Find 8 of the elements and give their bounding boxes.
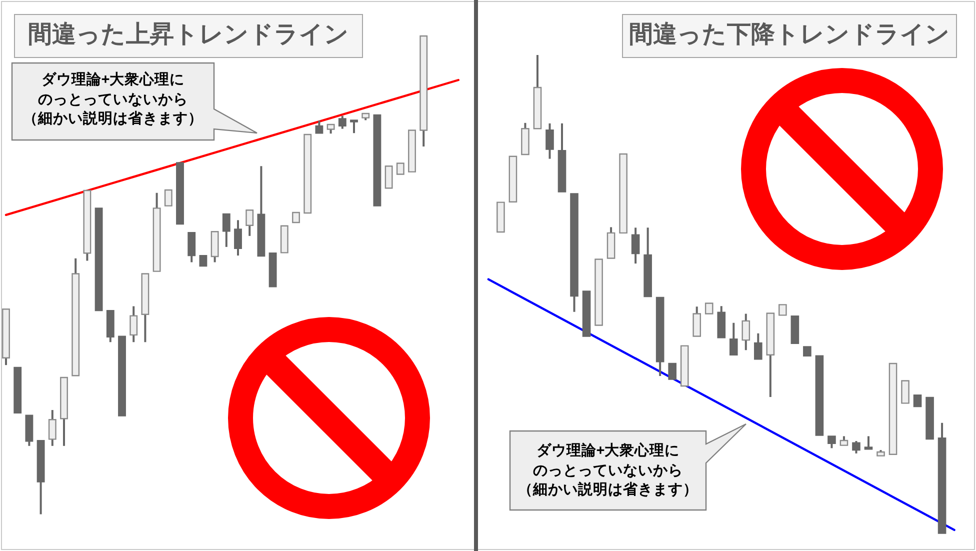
candlestick <box>913 394 922 408</box>
candlestick <box>199 254 208 267</box>
annotation: ダウ理論+大衆心理にのっとっていないから（細かい説明は省きます） <box>517 442 699 500</box>
candlestick <box>803 346 812 356</box>
chart-title: 間違った下降トレンドライン <box>622 14 957 58</box>
candlestick <box>668 362 676 380</box>
annotation: ダウ理論+大衆心理にのっとっていないから（細かい説明は省きます） <box>22 71 204 129</box>
chart-title: 間違った上昇トレンドライン <box>14 14 363 58</box>
